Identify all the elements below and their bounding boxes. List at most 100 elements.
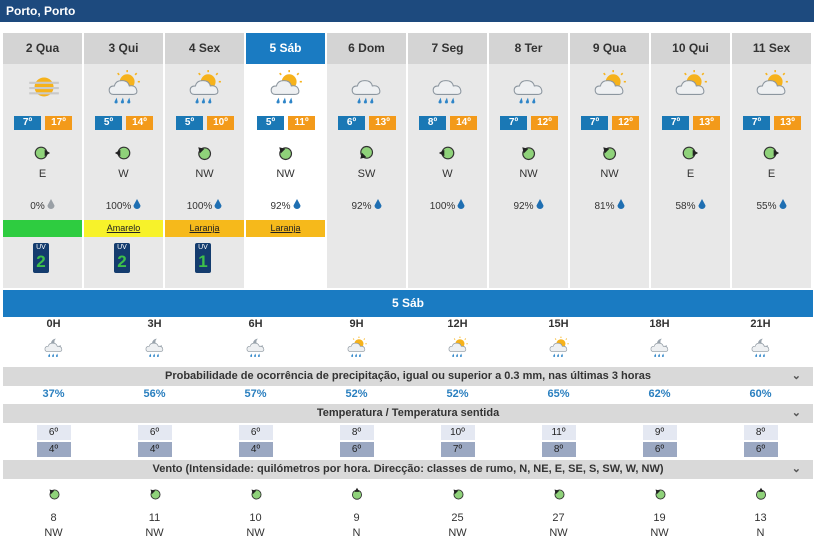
hour-cell: NW [508,527,609,539]
wind-speed: 27 [552,512,565,524]
day-column[interactable]: 8 Ter 7º 12º NW 92% [489,33,568,288]
feels-like-temperature: 6º [642,442,677,457]
hour-cell [710,336,811,361]
hour-label: 15H [548,318,569,330]
day-header[interactable]: 8 Ter [489,33,568,64]
min-temp: 5º [176,116,203,130]
precip-percent: 60% [749,388,772,400]
day-column[interactable]: 3 Qui 5º 14º W 100% Amarelo UV 2 [84,33,163,288]
day-column[interactable]: 9 Qua 7º 12º NW 81% [570,33,649,288]
cloud-rain-icon [349,69,385,105]
hour-cell: 8 [3,512,104,524]
hour-cell: 10 [205,512,306,524]
hour-label: 9H [349,318,364,330]
wind-direction-label: NW [145,527,164,539]
day-column[interactable]: 5 Sáb 5º 11º NW 92% Laranja [246,33,325,288]
day-column[interactable]: 11 Sex 7º 13º E 55% [732,33,811,288]
hour-cell: 56% [104,388,205,400]
sun-cloud-rain-icon [106,69,142,105]
wind-speed: 11 [148,512,161,524]
wind-direction-icon [350,487,364,504]
temperature: 11º [541,425,576,440]
day-column[interactable]: 10 Qui 7º 13º E 58% [651,33,730,288]
precip-value: 92% [270,201,291,212]
hour-cell: 4º [3,442,104,457]
feels-row: 4º 4º 4º 6º 7º 8º 6º 6º [3,442,813,457]
warning-badge[interactable]: Amarelo [84,220,163,237]
hour-cell: 18H [609,318,710,330]
raindrop-icon [696,199,706,212]
moon-cloud-rain-icon [142,336,168,358]
feels-like-temperature: 6º [743,442,778,457]
day-header[interactable]: 9 Qua [570,33,649,64]
uv-index-badge: UV 2 [33,243,49,273]
day-column[interactable]: 4 Sex 5º 10º NW 100% Laranja UV 1 [165,33,244,288]
wind-direction-icon [438,144,456,162]
uv-value: 2 [36,252,46,271]
chevron-down-icon[interactable]: ⌄ [791,407,801,419]
hour-cell: 8º [306,425,407,440]
hour-cell: 3H [104,318,205,330]
warning-badge[interactable]: Laranja [246,220,325,237]
day-header[interactable]: 2 Qua [3,33,82,64]
max-temp: 10º [207,116,234,130]
warning-badge[interactable]: Laranja [165,220,244,237]
hour-cell: NW [609,527,710,539]
wind-direction-label: W [442,168,453,180]
precip-probability: 81% [570,199,649,212]
wind-direction-label: N [756,527,765,539]
day-header[interactable]: 11 Sex [732,33,811,64]
day-header[interactable]: 3 Qui [84,33,163,64]
hour-cell: 6º [609,442,710,457]
min-temp: 5º [257,116,284,130]
hour-cell [104,487,205,504]
precip-section-header[interactable]: Probabilidade de ocorrência de precipita… [3,367,813,386]
hour-cell: NW [205,527,306,539]
day-header[interactable]: 7 Seg [408,33,487,64]
feels-like-temperature: 4º [36,442,71,457]
hour-cell: 6º [306,442,407,457]
hour-cell: 9H [306,318,407,330]
precip-probability: 100% [165,199,244,212]
day-column[interactable]: 2 Qua 7º 17º E 0% UV 2 [3,33,82,288]
temp-row: 6º 6º 6º 8º 10º 11º 9º 8º [3,425,813,440]
sun-cloud-rain-icon [268,69,304,105]
hour-label: 21H [750,318,771,330]
wind-direction-icon [754,487,768,504]
max-temp: 12º [612,116,639,130]
day-header[interactable]: 10 Qui [651,33,730,64]
precip-percent: 56% [143,388,166,400]
day-header[interactable]: 6 Dom [327,33,406,64]
temperature: 8º [339,425,374,440]
hour-cell: 6º [3,425,104,440]
daily-forecast: 2 Qua 7º 17º E 0% UV 2 3 Qui 5º 14º W 100% Amarelo UV… [3,33,813,288]
temp-section-title: Temperatura / Temperatura sentida [316,407,500,419]
hour-cell: 4º [205,442,306,457]
feels-like-temperature: 6º [339,442,374,457]
temp-section-header[interactable]: Temperatura / Temperatura sentida ⌄ [3,404,813,423]
chevron-down-icon[interactable]: ⌄ [791,370,801,382]
day-column[interactable]: 6 Dom 6º 13º SW 92% [327,33,406,288]
hour-cell: N [306,527,407,539]
max-temp: 13º [693,116,720,130]
location-bar: Porto, Porto [0,0,814,22]
hour-cell: 52% [407,388,508,400]
hours-row: 0H 3H 6H 9H 12H 15H 18H 21H [3,318,813,334]
day-header[interactable]: 4 Sex [165,33,244,64]
raindrop-icon [212,199,222,212]
day-column[interactable]: 7 Seg 8º 14º W 100% [408,33,487,288]
feels-like-temperature: 8º [541,442,576,457]
wind-section-header[interactable]: Vento (Intensidade: quilómetros por hora… [3,460,813,479]
max-temp: 14º [450,116,477,130]
hour-cell [306,336,407,361]
hour-cell: 52% [306,388,407,400]
wind-dir-row: NW NW NW N NW NW NW N [3,527,813,541]
hour-cell: 25 [407,512,508,524]
day-header[interactable]: 5 Sáb [246,33,325,64]
hour-cell: 8º [710,425,811,440]
chevron-down-icon[interactable]: ⌄ [791,463,801,475]
precip-percent: 52% [446,388,469,400]
precip-percent: 37% [42,388,65,400]
precip-probability: 100% [408,199,487,212]
precip-value: 58% [675,201,696,212]
